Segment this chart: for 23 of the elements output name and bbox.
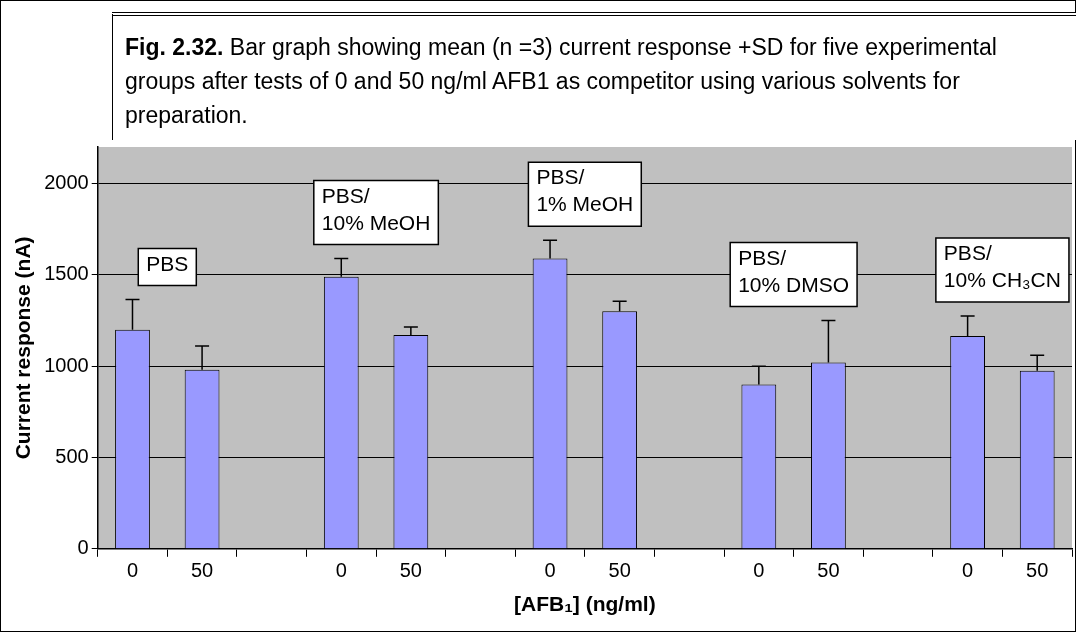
x-axis-title: [AFB₁] (ng/ml) xyxy=(514,592,656,616)
y-axis-title: Current response (nA) xyxy=(11,236,35,460)
x-tick-label: 50 xyxy=(399,559,422,582)
annotation: PBS/ 10% DMSO xyxy=(738,245,850,296)
x-tick-label: 0 xyxy=(126,559,139,582)
x-tick-label: 0 xyxy=(544,559,556,582)
x-tick-label: 50 xyxy=(817,559,840,582)
y-tick-label: 500 xyxy=(55,445,89,467)
x-tick-label: 0 xyxy=(335,559,347,582)
y-tick-label: 2000 xyxy=(44,171,89,194)
x-tick-label: 50 xyxy=(1026,559,1049,582)
annotation: PBS xyxy=(146,251,189,275)
y-tick-label: 1000 xyxy=(44,353,89,376)
annotation: PBS/ 10% MeOH xyxy=(321,183,431,234)
x-tick-label: 0 xyxy=(753,559,765,582)
x-tick-label: 50 xyxy=(608,559,631,582)
annotation: PBS/ 10% CH₃CN xyxy=(943,241,1061,292)
annotation: PBS/ 1% MeOH xyxy=(536,165,634,216)
x-tick-label: 50 xyxy=(190,559,214,582)
x-tick-label: 0 xyxy=(962,559,974,582)
y-tick-label: 0 xyxy=(77,536,89,559)
chart-title: Fig. 2.32. Bar graph showing mean (n =3) current response +SD for five experimental groups after tests of 0 and 50 ng/ml AFB1 as competitor using various solvents for preparation. xyxy=(112,12,1076,140)
y-tick-label: 1500 xyxy=(44,262,89,285)
